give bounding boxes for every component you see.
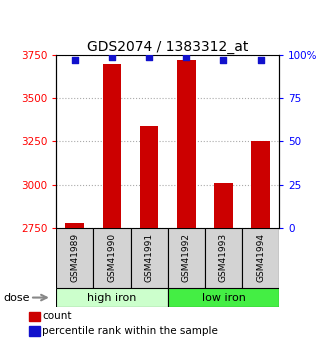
Bar (140, 126, 159, 228)
Bar (29, 326, 40, 336)
Text: dose: dose (3, 293, 30, 303)
Text: low iron: low iron (202, 293, 246, 303)
Bar (168, 288, 279, 307)
Point (109, 54, 115, 60)
Title: GDS2074 / 1383312_at: GDS2074 / 1383312_at (87, 40, 248, 54)
Bar (29, 312, 40, 321)
Text: count: count (42, 312, 72, 322)
Text: GSM41992: GSM41992 (182, 233, 191, 283)
Text: GSM41989: GSM41989 (70, 233, 79, 283)
Point (72, 58, 77, 63)
Bar (205, 228, 242, 288)
Bar (131, 228, 168, 288)
Point (221, 58, 226, 63)
Bar (65, 223, 84, 228)
Text: high iron: high iron (87, 293, 137, 303)
Text: percentile rank within the sample: percentile rank within the sample (42, 326, 218, 336)
Bar (251, 141, 270, 228)
Point (258, 58, 263, 63)
Bar (103, 64, 121, 228)
Bar (56, 288, 168, 307)
Text: GSM41991: GSM41991 (145, 233, 154, 283)
Bar (56, 228, 93, 288)
Point (147, 54, 152, 60)
Bar (168, 228, 205, 288)
Bar (177, 60, 195, 228)
Bar (242, 228, 279, 288)
Bar (214, 183, 233, 228)
Text: GSM41994: GSM41994 (256, 233, 265, 283)
Point (184, 54, 189, 60)
Text: GSM41993: GSM41993 (219, 233, 228, 283)
Text: GSM41990: GSM41990 (108, 233, 117, 283)
Bar (93, 228, 131, 288)
